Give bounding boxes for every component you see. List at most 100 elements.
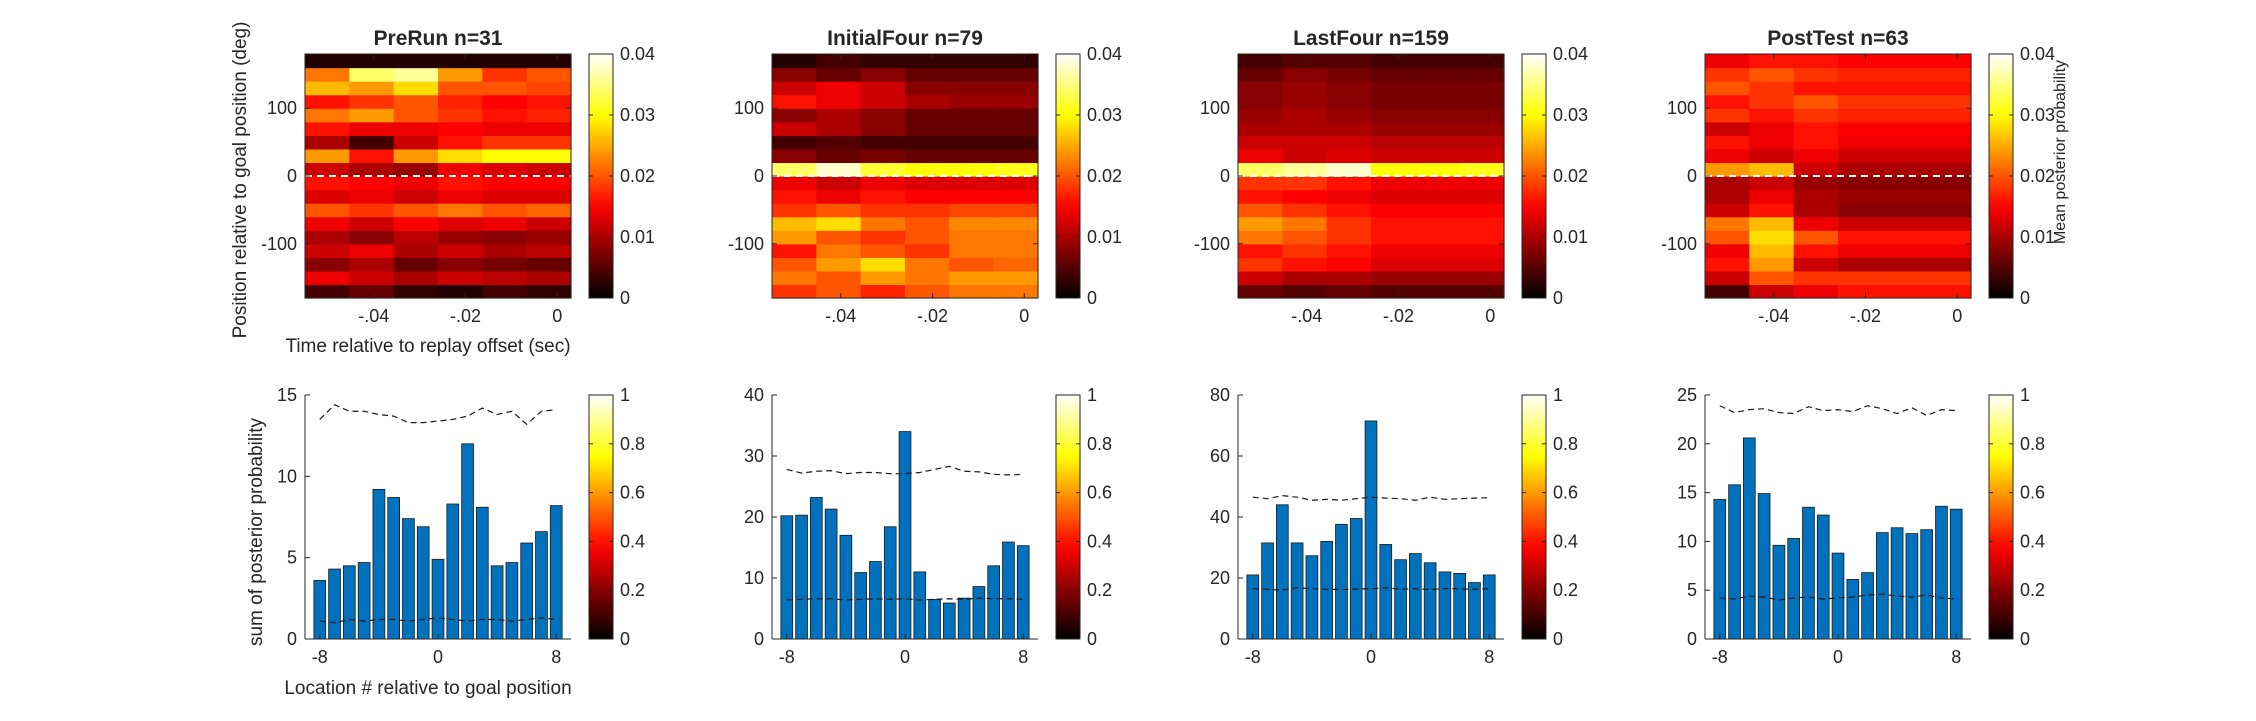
heatmap-cell — [816, 257, 862, 272]
heatmap-cell — [1238, 148, 1283, 164]
heatmap-cell — [905, 176, 950, 191]
heatmap-cell — [393, 230, 439, 245]
colorbar-tick-label: 0.04 — [2020, 44, 2055, 64]
bar-panel-4: -8 0 8 0 5 10 15 20 25 — [1677, 385, 1971, 667]
heatmap-cell — [1326, 257, 1372, 272]
heatmap-cell — [1705, 81, 1750, 96]
heatmap-cell — [349, 176, 395, 191]
heatmap-cell — [949, 108, 995, 123]
colorbar-tick-label: 0.01 — [620, 227, 655, 247]
heatmap-cell — [1371, 189, 1416, 204]
colorbar-gradient — [1988, 394, 2014, 640]
top-x-axis-label: Time relative to replay offset (sec) — [285, 336, 570, 357]
heatmap-cell — [438, 189, 483, 204]
heatmap-cell — [393, 243, 439, 258]
heatmap-cell — [1415, 203, 1461, 218]
heatmap-cell — [905, 230, 950, 245]
heatmap-cell — [1838, 148, 1883, 164]
bar — [1757, 493, 1771, 640]
heatmap-cell — [1749, 203, 1795, 218]
heatmap-cell — [1705, 54, 1750, 69]
heatmap-cell — [1749, 81, 1795, 96]
bar — [854, 572, 867, 640]
y-tick-label: 20 — [744, 507, 764, 527]
heatmap-cell — [1238, 121, 1283, 136]
colorbar-tick-label: 0.8 — [620, 434, 645, 454]
heatmap-cell — [860, 189, 906, 204]
heatmap-cell — [905, 148, 950, 164]
heatmap-cell — [1705, 108, 1750, 123]
colorbar-gradient — [1521, 394, 1547, 640]
heatmap-cell — [1749, 54, 1795, 69]
heatmap-cell — [1882, 270, 1928, 286]
heatmap-cell — [1282, 176, 1328, 191]
heatmap-cell — [1415, 162, 1461, 177]
colorbar-tick-label: 1 — [1553, 385, 1563, 405]
heatmap-cell — [393, 189, 439, 204]
heatmap-cell — [1882, 189, 1928, 204]
heatmap-cell — [526, 243, 572, 258]
heatmap-cell — [905, 203, 950, 218]
colorbar-tick-label: 0.6 — [1553, 483, 1578, 503]
heatmap-cell — [905, 270, 950, 286]
heatmap-cell — [1793, 189, 1839, 204]
colorbar-top-1: 0 0.01 0.02 0.03 0.04 — [588, 44, 655, 308]
heatmap-cell — [772, 203, 817, 218]
bar — [913, 571, 927, 640]
bar — [839, 534, 853, 640]
y-tick-label: 0 — [1687, 629, 1697, 649]
x-tick-label: 8 — [1018, 647, 1028, 667]
bar — [328, 568, 341, 640]
heatmap-cell — [349, 162, 395, 177]
heatmap-cell — [949, 284, 995, 299]
colorbar-tick-label: 0.02 — [2020, 166, 2055, 186]
heatmap-cell — [1926, 176, 1972, 191]
bar — [1261, 542, 1274, 640]
bar — [535, 531, 548, 640]
panel-title: LastFour n=159 — [1293, 27, 1449, 50]
heatmap-cell — [1838, 257, 1883, 272]
heatmap-cell — [1926, 81, 1972, 96]
heatmap-cell — [1838, 121, 1883, 136]
bar — [1935, 505, 1948, 640]
colorbar-tick-label: 0 — [1087, 288, 1097, 308]
heatmap-cell — [1749, 94, 1795, 109]
colorbar-bottom-1: 0 0.2 0.4 0.6 0.8 1 — [588, 385, 645, 649]
heatmap-cell — [482, 230, 528, 245]
heatmap-cell — [526, 54, 572, 69]
heatmap-cell — [949, 216, 995, 231]
x-tick-label: -8 — [1245, 647, 1261, 667]
heatmap-cell — [349, 67, 395, 82]
heatmap-cell — [482, 94, 528, 109]
heatmap-cell — [949, 270, 995, 286]
colorbar-bottom-4: 0 0.2 0.4 0.6 0.8 1 — [1988, 385, 2045, 649]
colorbar-top-2: 0 0.01 0.02 0.03 0.04 — [1055, 44, 1122, 308]
bar — [1335, 523, 1348, 640]
heatmap-cell — [1282, 148, 1328, 164]
heatmap-cell — [305, 203, 350, 218]
colorbar-tick-label: 0 — [620, 629, 630, 649]
heatmap-cell — [482, 54, 528, 69]
heatmap-cell — [482, 270, 528, 286]
bar — [898, 431, 912, 640]
heatmap-cell — [1326, 135, 1372, 150]
heatmap-cell — [816, 108, 862, 123]
heatmap-cell — [482, 162, 528, 177]
heatmap-cell — [438, 67, 483, 82]
heatmap-cell — [305, 243, 350, 258]
bar — [810, 497, 823, 640]
heatmap-cell — [993, 135, 1039, 150]
heatmap-cell — [1326, 67, 1372, 82]
heatmap-cell — [772, 67, 817, 82]
heatmap-cell — [1838, 203, 1883, 218]
heatmap-cell — [1238, 54, 1283, 69]
heatmap-cell — [526, 162, 572, 177]
bar — [1423, 562, 1437, 640]
heatmap-cell — [438, 176, 483, 191]
heatmap-cell — [526, 216, 572, 231]
heatmap-cell — [1459, 230, 1505, 245]
heatmap-cell — [1926, 148, 1972, 164]
heatmap-cell — [905, 216, 950, 231]
heatmap-cell — [860, 94, 906, 109]
